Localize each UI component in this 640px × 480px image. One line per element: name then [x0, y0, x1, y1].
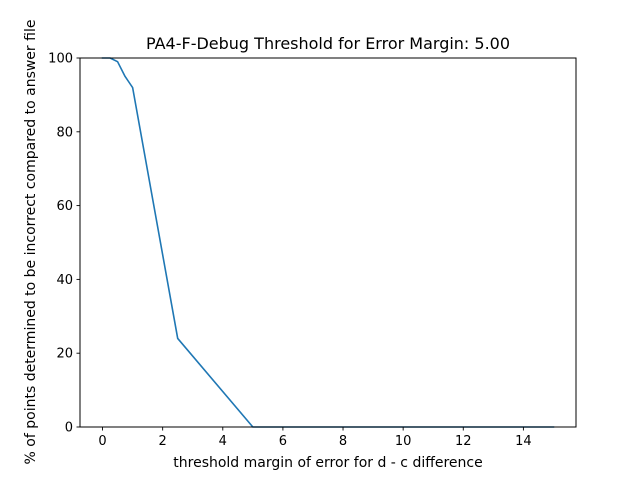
y-axis: 0 20 40 60 80 100 — [48, 52, 80, 436]
x-tick-label: 2 — [159, 434, 167, 449]
y-tick-label: 100 — [48, 52, 73, 67]
x-tick-label: 12 — [455, 434, 472, 449]
y-tick-label: 40 — [56, 273, 73, 288]
axes-frame — [79, 57, 577, 428]
x-axis: 0 2 4 6 8 10 12 14 — [98, 427, 532, 449]
x-tick-label: 14 — [515, 434, 532, 449]
x-tick-label: 6 — [279, 434, 287, 449]
x-tick-label: 4 — [219, 434, 227, 449]
x-tick-label: 10 — [395, 434, 412, 449]
y-tick-label: 60 — [56, 199, 73, 214]
x-tick-label: 0 — [98, 434, 106, 449]
x-axis-label: threshold margin of error for d - c diff… — [173, 455, 482, 471]
y-axis-label: % of points determined to be incorrect c… — [23, 20, 39, 465]
x-tick-label: 8 — [339, 434, 347, 449]
y-tick-label: 80 — [56, 125, 73, 140]
y-tick-label: 0 — [65, 421, 73, 436]
y-tick-label: 20 — [56, 347, 73, 362]
chart-title: PA4-F-Debug Threshold for Error Margin: … — [146, 34, 510, 53]
